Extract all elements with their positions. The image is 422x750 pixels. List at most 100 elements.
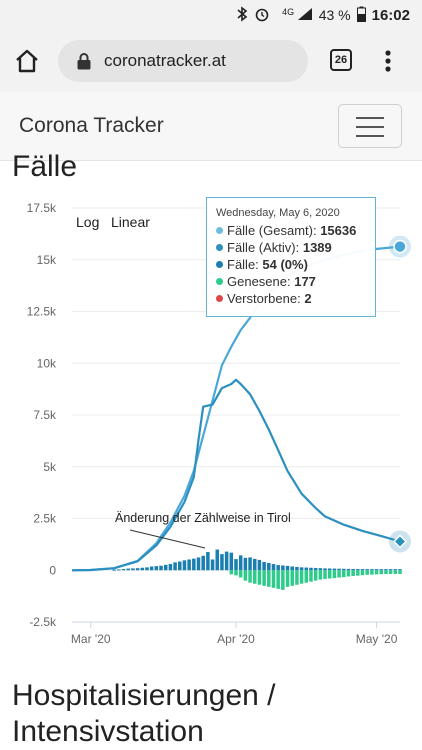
bar [252,570,257,584]
overflow-menu-button[interactable] [382,48,394,74]
bar [257,570,262,585]
bar [332,568,337,571]
tooltip-row: Fälle (Aktiv): 1389 [216,239,366,256]
log-scale-button[interactable]: Log [76,214,99,230]
tooltip-row: Fälle (Gesamt): 15636 [216,222,366,239]
bar [393,569,398,571]
bar [248,570,252,583]
tab-switcher-button[interactable]: 26 [330,49,352,71]
bar [229,570,234,575]
series-line [71,378,401,572]
bluetooth-icon [236,5,248,25]
address-bar[interactable]: coronatracker.at [58,40,308,82]
tooltip-label: Fälle (Gesamt): [227,223,321,238]
tooltip-date: Wednesday, May 6, 2020 [216,207,340,219]
bar [281,565,285,571]
tooltip-value: 15636 [320,223,357,238]
y-tick-label: 7.5k [33,408,57,422]
legend-dot-icon [216,261,223,268]
tooltip-label: Fälle: [227,257,263,272]
bar [285,565,290,571]
home-icon [16,49,38,73]
network-type: 4G [282,7,295,17]
bar [323,570,327,579]
bar [224,551,229,571]
bar [290,570,294,586]
y-tick-label: 17.5k [27,201,57,215]
bar [313,570,318,581]
url-text: coronatracker.at [104,51,226,70]
tooltip-rows: Fälle (Gesamt): 15636 Fälle (Aktiv): 1389… [216,222,366,307]
bar [398,570,402,574]
bar [356,570,360,576]
clock: 16:02 [371,6,410,24]
tooltip-label: Fälle (Aktiv): [227,240,303,255]
x-tick-label: May '20 [356,632,398,646]
bar [342,570,346,578]
bar [168,564,173,571]
nav-toggle-button[interactable] [338,104,402,148]
bar [163,564,168,571]
bar [248,557,252,571]
bar [374,569,379,571]
bar [276,570,280,589]
bar [210,559,215,571]
legend-dot-icon [216,227,223,234]
annotation-label: Änderung der Zählweise in Tirol [115,511,291,525]
y-tick-label: 15k [37,253,57,267]
tooltip-value: 2 [304,291,312,306]
bar [398,569,402,571]
bar [318,568,323,571]
bar [220,554,224,571]
bar [267,570,271,587]
bar [313,567,318,571]
y-tick-label: 5k [43,460,57,474]
status-bar: 4G 43 % 16:02 [0,0,422,30]
bar [117,569,121,571]
bar [290,566,294,571]
site-brand[interactable]: Corona Tracker [19,114,164,137]
bar [374,570,379,575]
bar [285,570,290,587]
signal-icon: 4G [276,7,313,23]
bar [295,570,299,585]
bar [384,570,388,575]
bar [234,570,238,576]
bar [360,569,365,571]
bar [257,559,262,571]
bar [370,570,374,575]
bar [271,564,276,571]
tooltip-value: 54 (0%) [262,257,308,272]
bar [295,566,299,571]
bar [360,570,365,576]
legend-dot-icon [216,244,223,251]
bar [121,569,126,571]
y-tick-label: 10k [37,356,57,370]
bar [182,560,187,571]
bar [318,570,323,580]
bar [271,570,276,588]
bar [304,570,309,583]
bar [388,569,393,571]
y-tick-label: -2.5k [29,615,57,629]
bar [149,566,154,571]
bar [327,568,332,571]
bar [234,559,238,571]
tooltip-label: Genesene: [227,274,295,289]
battery-icon [356,6,366,25]
bar [346,569,351,571]
bar [154,566,159,571]
bar [229,552,234,571]
linear-scale-button[interactable]: Linear [111,214,150,230]
battery-percent: 43 % [318,7,351,23]
bar [351,570,355,577]
section-heading-hospitalizations: Hospitalisierungen / Intensivstation [12,679,276,748]
bar [145,567,149,571]
cases-chart: 17.5k 15k 12.5k 10k 7.5k 5k 2.5k 0 -2.5k Mar '20… [27,201,411,646]
legend-dot-icon [216,295,223,302]
bar [140,567,145,571]
y-axis: 17.5k 15k 12.5k 10k 7.5k 5k 2.5k 0 -2.5k [27,201,57,629]
bar [337,568,341,571]
browser-toolbar: coronatracker.at 26 [0,30,422,92]
home-button[interactable] [14,48,40,74]
